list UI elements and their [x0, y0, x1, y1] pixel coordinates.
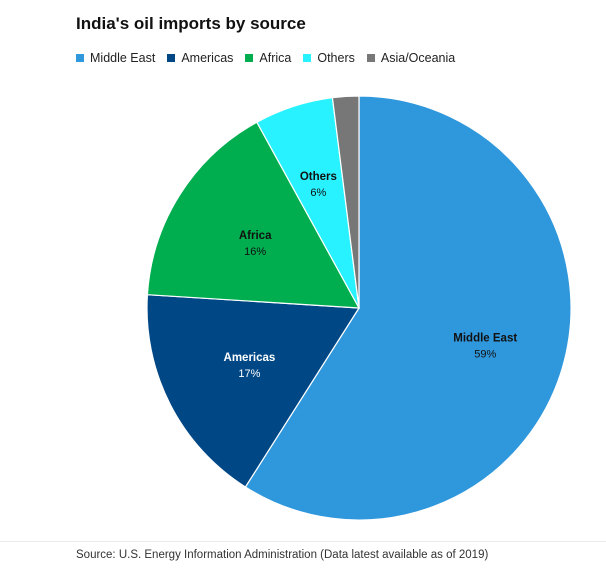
legend-item: Others [303, 51, 355, 65]
slice-name-label: Others [300, 171, 337, 183]
slice-name-label: Africa [239, 230, 272, 242]
chart-title: India's oil imports by source [76, 14, 306, 33]
legend-label: Africa [259, 51, 292, 65]
legend-swatch [303, 54, 312, 62]
legend-label: Americas [181, 51, 234, 65]
legend-label: Asia/Oceania [380, 51, 456, 65]
legend-swatch [167, 54, 176, 62]
pie-slice-africa [146, 121, 361, 309]
legend-swatch [245, 54, 254, 62]
legend-item: Americas [167, 51, 233, 65]
slice-value-label: 17% [238, 368, 260, 380]
chart-source-note: Source: U.S. Energy Information Administ… [76, 549, 489, 561]
legend-swatch [76, 54, 84, 62]
legend-label: Middle East [90, 51, 156, 65]
slice-name-label: Middle East [453, 333, 517, 345]
slice-name-label: Americas [224, 352, 276, 364]
slice-value-label: 16% [244, 246, 266, 258]
legend-item: Africa [245, 51, 291, 65]
slice-value-label: 6% [310, 187, 326, 199]
chart-legend: Middle East Americas Africa Others Asia/Ocea… [76, 51, 467, 65]
pie-slice-americas [146, 294, 361, 488]
legend-item: Asia/Oceania [366, 51, 456, 65]
footer-divider [0, 541, 606, 542]
legend-item: Middle East [76, 51, 155, 65]
pie-slice-middle-east [244, 95, 572, 521]
pie-slice-asia-oceania [331, 95, 360, 309]
slice-value-label: 59% [474, 349, 496, 361]
legend-swatch [366, 54, 375, 62]
legend-label: Others [317, 51, 355, 65]
